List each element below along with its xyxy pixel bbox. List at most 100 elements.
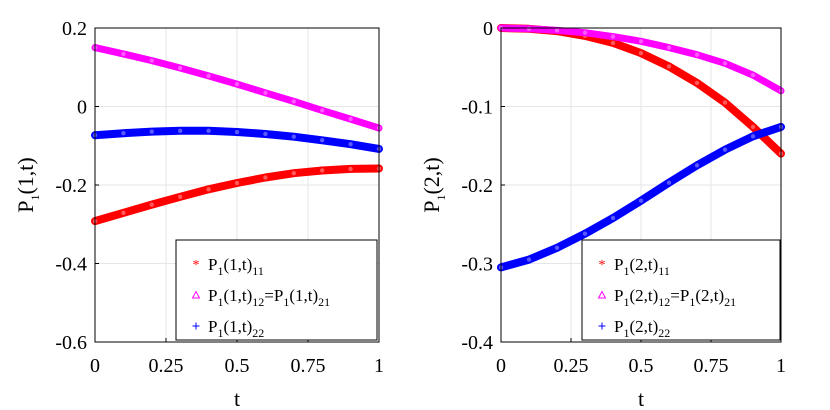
x-tick-label: 0	[90, 355, 100, 377]
series-point-2	[291, 99, 296, 104]
series-point-3	[121, 130, 126, 136]
legend-text-part: 1	[623, 326, 629, 340]
x-tick-label: 0.5	[629, 355, 654, 377]
axes-frame	[94, 27, 380, 343]
legend-label-3: P1(2,t)22	[614, 317, 670, 340]
y-tick-label: 0	[483, 18, 493, 40]
series-point-2	[750, 72, 756, 78]
series-line-2	[497, 24, 785, 95]
legend-marker-glyph: *	[193, 258, 200, 273]
series-point-1	[291, 171, 296, 176]
legend-marker-2	[191, 290, 201, 299]
legend-text-part: 1	[217, 264, 223, 278]
legend-text-part: 12	[658, 295, 670, 309]
y-axis-label-base: P	[13, 201, 38, 213]
legend-text-part: (1,t)	[223, 286, 252, 305]
legend-label-1: P1(1,t)11	[208, 255, 264, 278]
y-tick-label: -0.2	[461, 175, 493, 197]
series-point-3	[666, 180, 672, 185]
series-point-3	[348, 141, 353, 147]
x-tick-label: 0.75	[291, 355, 326, 377]
y-tick-label: 0	[77, 97, 87, 119]
legend-text-part: 1	[217, 295, 223, 309]
legend-text-part: P	[614, 317, 623, 336]
y-axis-label-rest: (1,t)	[13, 157, 38, 194]
legend-box	[175, 239, 378, 341]
x-tick-label: 0.25	[149, 355, 184, 377]
x-tick-label: 0.5	[225, 355, 250, 377]
chart-panel-right: 0 0.25 0.5 0.75 1 0-0.1-0.2-0.3-0.4 t P1(2,t…	[419, 18, 786, 410]
series-point-3	[750, 134, 756, 139]
legend-text-part: =P	[264, 286, 283, 305]
series-point-3	[554, 245, 560, 250]
series-layer	[497, 24, 785, 272]
series-line-3	[497, 122, 785, 272]
series-point-2	[722, 61, 728, 66]
series-point-1	[149, 202, 154, 207]
series-point-3	[206, 128, 211, 134]
series-point-3	[582, 231, 588, 236]
series-point-1	[263, 175, 268, 180]
legend-label-2: P1(2,t)12=P1(2,t)21	[614, 286, 736, 309]
legend-text-part: 22	[252, 326, 264, 340]
legend-marker-glyph	[597, 290, 607, 299]
legend-text-part: (1,t)	[223, 317, 252, 336]
series-point-2	[263, 90, 268, 95]
y-tick-label: -0.4	[55, 254, 87, 276]
x-tick-labels: 0 0.25 0.5 0.75 1	[90, 355, 384, 377]
legend-label-2: P1(1,t)12=P1(1,t)21	[208, 286, 330, 309]
legend-text-part: 1	[217, 326, 223, 340]
y-tick-label: -0.6	[55, 332, 87, 354]
series-line-2	[91, 44, 383, 132]
series-point-2	[320, 108, 325, 113]
legend-text-part: 12	[252, 295, 264, 309]
x-tick-label: 1	[374, 355, 384, 377]
series-point-3	[234, 129, 240, 135]
legend-text-part: P	[208, 317, 217, 336]
legend-text-part: 11	[252, 264, 264, 278]
y-axis-label-base: P	[419, 201, 444, 213]
x-tick-label: 0	[496, 355, 506, 377]
x-tick-labels: 0 0.25 0.5 0.75 1	[496, 355, 786, 377]
legend-text-part: 11	[658, 264, 670, 278]
series-line-1	[91, 164, 383, 226]
legend-text-part: (2,t)	[629, 255, 658, 274]
y-axis-label-rest: (2,t)	[419, 157, 444, 194]
legend-box	[581, 239, 781, 341]
legend-text-part: (1,t)	[223, 255, 252, 274]
series-point-2	[694, 52, 700, 57]
legend-text-part: 22	[658, 326, 670, 340]
y-axis-label-sub: 1	[28, 195, 42, 201]
y-tick-label: 0.2	[62, 18, 87, 40]
legend-text-part: 21	[724, 295, 736, 309]
legend-marker-glyph	[191, 290, 201, 299]
legend-text-part: P	[208, 286, 217, 305]
legend-text-part: 1	[623, 264, 629, 278]
x-axis-label: t	[234, 386, 240, 410]
series-point-1	[178, 194, 183, 199]
series-point-2	[121, 51, 126, 57]
legend-marker-3	[598, 322, 606, 330]
series-point-3	[638, 198, 644, 203]
series-point-3	[320, 138, 325, 143]
series-layer	[91, 44, 383, 226]
x-tick-label: 0.75	[694, 355, 729, 377]
y-tick-label: -0.3	[461, 254, 493, 276]
series-point-1	[694, 80, 700, 86]
series-point-3	[722, 147, 728, 152]
series-point-1	[234, 180, 240, 186]
legend-text-part: P	[208, 255, 217, 274]
series-point-1	[610, 40, 616, 46]
y-axis-label: P1(1,t)	[13, 157, 42, 213]
series-point-3	[291, 134, 296, 139]
series-point-2	[348, 116, 353, 122]
series-point-2	[554, 28, 560, 33]
legend-text-part: (2,t)	[629, 317, 658, 336]
series-point-2	[526, 26, 532, 31]
legend-text-part: P	[614, 255, 623, 274]
series-line-3	[91, 126, 383, 153]
legend-marker-1: *	[193, 258, 200, 273]
legend-marker-1: *	[599, 258, 606, 273]
